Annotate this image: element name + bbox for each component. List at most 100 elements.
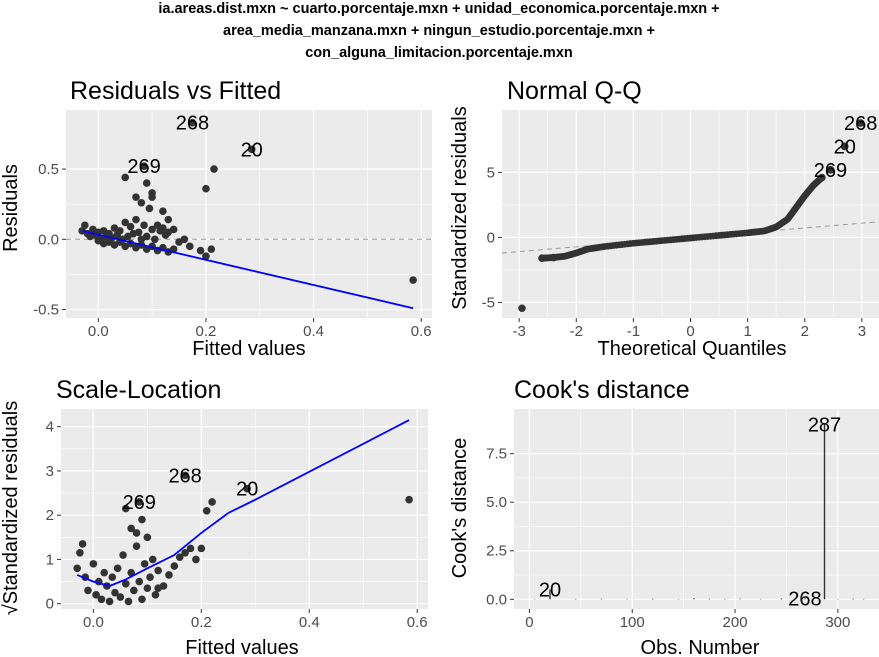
data-point [132,529,141,537]
y-tick-label: 1 [46,551,54,568]
data-point [186,544,195,553]
x-tick-label: 100 [620,614,645,631]
y-tick-label: 0 [487,229,495,246]
data-point [81,221,89,230]
point-label: 287 [808,415,841,437]
x-tick-label: 0.0 [88,323,109,340]
y-tick-label: -5 [482,294,495,311]
x-tick-labels: -3 -2 -1 0 1 2 3 [512,318,866,340]
sqrt-symbol: √ [0,604,22,615]
panel-title: Scale-Location [56,376,221,404]
data-point [159,224,167,232]
data-point [132,193,140,201]
data-point [89,560,98,568]
data-point [518,304,526,313]
y-axis-title: Residuals [0,164,22,252]
panel-cooks-distance: Cook's distance 287 20 268 0.0 2.5 5.0 7.5 0 1… [449,376,879,657]
y-tick-label: 2.5 [486,543,507,560]
x-tick-labels: 0.0 0.2 0.4 0.6 [83,609,428,631]
point-label: 20 [236,479,258,501]
data-point [130,586,138,595]
x-tick-label: 0 [686,323,694,340]
data-point [121,173,130,182]
data-point [121,218,130,227]
data-point [148,193,156,201]
svg-text:√Standardized residuals: √Standardized residuals [0,401,22,615]
data-point [138,515,146,524]
figure-title-line-1: ia.areas.dist.mxn ~ cuarto.porcentaje.mx… [158,1,719,17]
data-point [134,228,143,237]
y-tick-label: 0.5 [38,161,59,178]
x-tick-label: 0.0 [83,614,104,631]
y-axis-title: Cook's distance [449,438,471,579]
data-point [124,597,133,606]
data-point [143,533,152,542]
x-axis-title: Obs. Number [641,637,760,657]
x-axis-title: Fitted values [185,637,298,657]
data-point [549,253,558,262]
data-point [151,591,160,599]
data-point [97,595,106,604]
data-point [140,221,148,230]
y-axis-title: √Standardized residuals [0,401,22,615]
data-point [818,173,826,182]
labeled-point [135,498,144,506]
data-point [169,225,178,234]
data-point [137,198,146,207]
data-point [164,215,173,224]
data-point [111,588,119,597]
panel-background [514,409,879,609]
data-point [78,540,87,548]
y-axis-title-text: Standardized residuals [0,401,22,604]
data-point [196,246,205,255]
x-tick-label: 0.2 [196,323,217,340]
y-tick-label: 7.5 [486,446,507,463]
x-tick-label: 200 [723,614,748,631]
data-point [208,498,216,506]
data-point [409,276,417,284]
y-tick-label: -0.5 [33,302,59,319]
data-point [113,564,122,573]
data-point [108,573,117,581]
data-point [154,566,162,575]
data-point [148,555,157,564]
data-point [132,542,141,550]
panel-background [66,110,432,318]
x-tick-labels: 0 100 200 300 [525,609,850,631]
data-point [132,215,140,224]
y-tick-label: 0.0 [486,591,507,608]
x-tick-label: -1 [627,323,640,340]
data-point [105,597,114,606]
data-point [84,586,92,595]
data-point [73,564,81,573]
data-point [92,591,100,599]
y-tick-label: 5.0 [486,494,507,511]
data-point [140,560,149,568]
labeled-point [856,119,865,127]
y-tick-labels: -5 0 5 [482,164,502,311]
point-label: 268 [168,465,201,487]
data-point [135,577,144,586]
labeled-point [247,145,256,154]
x-tick-label: 0.4 [299,614,320,631]
data-point [210,165,218,173]
point-label: 269 [127,156,160,178]
data-point [146,573,154,581]
x-tick-labels: 0.0 0.2 0.4 0.6 [88,318,432,340]
data-point [405,495,413,504]
data-point [148,225,156,234]
data-point [165,571,173,579]
y-tick-label: 3 [46,463,54,480]
labeled-point [188,118,197,127]
data-point [151,235,159,244]
panel-title: Residuals vs Fitted [70,77,281,105]
data-point [170,562,179,570]
smooth-trend-line [81,230,414,310]
x-tick-label: 3 [858,323,866,340]
data-point [180,235,189,244]
labeled-point [840,142,849,151]
